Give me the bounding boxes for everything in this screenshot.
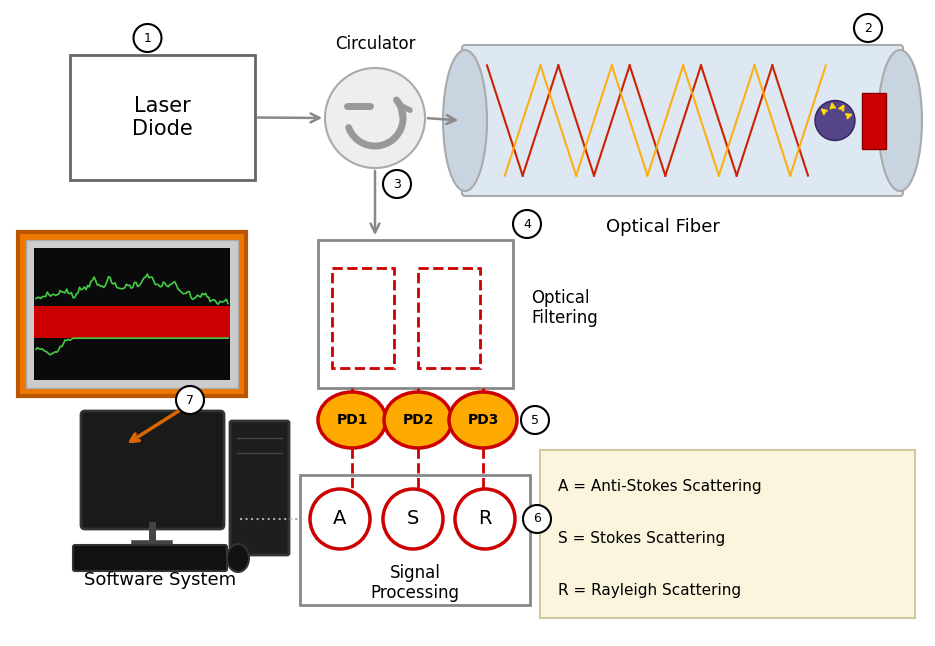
- Ellipse shape: [443, 50, 487, 191]
- FancyBboxPatch shape: [70, 55, 255, 180]
- Circle shape: [523, 505, 551, 533]
- Text: S = Stokes Scattering: S = Stokes Scattering: [558, 530, 726, 545]
- Text: R: R: [478, 510, 492, 528]
- Text: Laser
Diode: Laser Diode: [132, 96, 193, 139]
- Text: Optical Fiber: Optical Fiber: [606, 218, 719, 236]
- Circle shape: [325, 68, 425, 168]
- Circle shape: [383, 489, 443, 549]
- FancyBboxPatch shape: [230, 421, 289, 555]
- FancyBboxPatch shape: [318, 240, 513, 388]
- Ellipse shape: [449, 392, 517, 448]
- Text: 4: 4: [523, 218, 531, 231]
- Text: 3: 3: [393, 178, 401, 191]
- FancyBboxPatch shape: [34, 306, 230, 339]
- Circle shape: [176, 386, 204, 414]
- Circle shape: [521, 406, 549, 434]
- Circle shape: [854, 14, 882, 42]
- Text: A = Anti-Stokes Scattering: A = Anti-Stokes Scattering: [558, 479, 762, 494]
- Text: S: S: [407, 510, 419, 528]
- FancyBboxPatch shape: [34, 248, 230, 380]
- Text: PD3: PD3: [468, 413, 498, 427]
- Ellipse shape: [878, 50, 922, 191]
- Text: A: A: [333, 510, 347, 528]
- FancyBboxPatch shape: [73, 545, 227, 571]
- FancyBboxPatch shape: [81, 411, 224, 529]
- Circle shape: [455, 489, 515, 549]
- Ellipse shape: [384, 392, 452, 448]
- Circle shape: [134, 24, 162, 52]
- FancyBboxPatch shape: [18, 232, 246, 396]
- Ellipse shape: [318, 392, 386, 448]
- FancyBboxPatch shape: [300, 475, 530, 605]
- FancyBboxPatch shape: [862, 92, 886, 149]
- Text: 2: 2: [864, 21, 872, 34]
- Text: Circulator: Circulator: [335, 35, 415, 53]
- Circle shape: [513, 210, 541, 238]
- Text: 7: 7: [186, 393, 194, 406]
- FancyBboxPatch shape: [26, 240, 238, 388]
- FancyBboxPatch shape: [540, 450, 915, 618]
- Circle shape: [310, 489, 370, 549]
- FancyBboxPatch shape: [462, 45, 903, 196]
- Text: PD1: PD1: [337, 413, 367, 427]
- Text: 6: 6: [533, 512, 541, 525]
- Text: Signal
Processing: Signal Processing: [370, 563, 459, 603]
- Text: 1: 1: [144, 32, 151, 45]
- Text: Software System: Software System: [84, 571, 236, 589]
- Text: R = Rayleigh Scattering: R = Rayleigh Scattering: [558, 583, 741, 598]
- Text: PD2: PD2: [402, 413, 434, 427]
- Circle shape: [383, 170, 411, 198]
- Text: 5: 5: [531, 413, 539, 426]
- Text: Optical
Filtering: Optical Filtering: [531, 289, 597, 328]
- Circle shape: [815, 101, 855, 140]
- Ellipse shape: [227, 544, 249, 572]
